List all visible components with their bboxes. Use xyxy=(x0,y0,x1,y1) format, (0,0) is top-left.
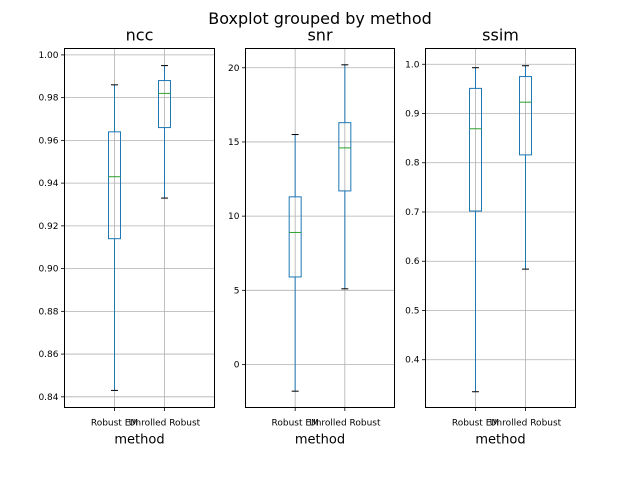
y-tick-label: 0.94 xyxy=(38,179,58,189)
x-tick-label: Robust EM xyxy=(452,419,499,429)
y-tick-label: 0.96 xyxy=(38,136,58,146)
y-tick-label: 5 xyxy=(234,286,240,296)
axes-frame xyxy=(64,48,215,408)
iqr-box xyxy=(288,196,302,278)
x-axis-label: method xyxy=(295,433,345,448)
box-unrolled-robust xyxy=(519,65,532,270)
iqr-box xyxy=(469,87,482,212)
box-unrolled-robust xyxy=(158,65,171,199)
y-tick-label: 1.00 xyxy=(38,51,58,61)
box-robust-em xyxy=(469,67,482,393)
y-tick-label: 10 xyxy=(228,212,240,222)
subplot-title: snr xyxy=(307,26,332,45)
y-tick-label: 0.9 xyxy=(405,110,420,120)
y-tick-label: 20 xyxy=(228,64,240,74)
x-tick-label: Unrolled Robust xyxy=(309,419,381,429)
y-tick-label: 0.92 xyxy=(38,222,58,232)
subplot-title: ssim xyxy=(482,26,519,45)
y-tick-label: 0.5 xyxy=(405,306,419,316)
y-tick-label: 0.90 xyxy=(38,265,58,275)
x-axis-label: method xyxy=(114,433,164,448)
box-unrolled-robust xyxy=(338,64,352,290)
iqr-box xyxy=(158,80,171,129)
x-tick-label: Unrolled Robust xyxy=(129,419,201,429)
iqr-box xyxy=(519,76,532,156)
x-axis-label: method xyxy=(475,433,525,448)
y-tick-label: 0.98 xyxy=(38,94,58,104)
subplot-title: ncc xyxy=(126,26,154,45)
y-tick-label: 0.84 xyxy=(38,393,58,403)
y-tick-label: 0.88 xyxy=(38,307,58,317)
y-tick-label: 0 xyxy=(234,360,240,370)
box-robust-em xyxy=(108,84,121,391)
x-tick-label: Robust EM xyxy=(272,419,319,429)
x-tick-label: Unrolled Robust xyxy=(490,419,562,429)
y-tick-label: 0.86 xyxy=(38,350,58,360)
iqr-box xyxy=(108,131,121,240)
y-tick-label: 0.4 xyxy=(405,356,420,366)
subplot-ncc: 0.84 0.86 0.88 0.90 0.92 0.94 0.96 0.98 1.00 Robu… xyxy=(38,26,215,448)
box-robust-em xyxy=(288,134,302,392)
y-tick-label: 1.0 xyxy=(405,60,420,70)
x-tick-label: Robust EM xyxy=(91,419,138,429)
y-tick-label: 0.6 xyxy=(405,257,420,267)
figure-title: Boxplot grouped by method xyxy=(208,9,432,28)
y-tick-label: 0.8 xyxy=(405,159,420,169)
axes-frame xyxy=(245,48,395,408)
y-tick-label: 15 xyxy=(228,138,239,148)
y-tick-label: 0.7 xyxy=(405,208,419,218)
axes-frame xyxy=(425,48,576,408)
iqr-box xyxy=(338,122,352,192)
